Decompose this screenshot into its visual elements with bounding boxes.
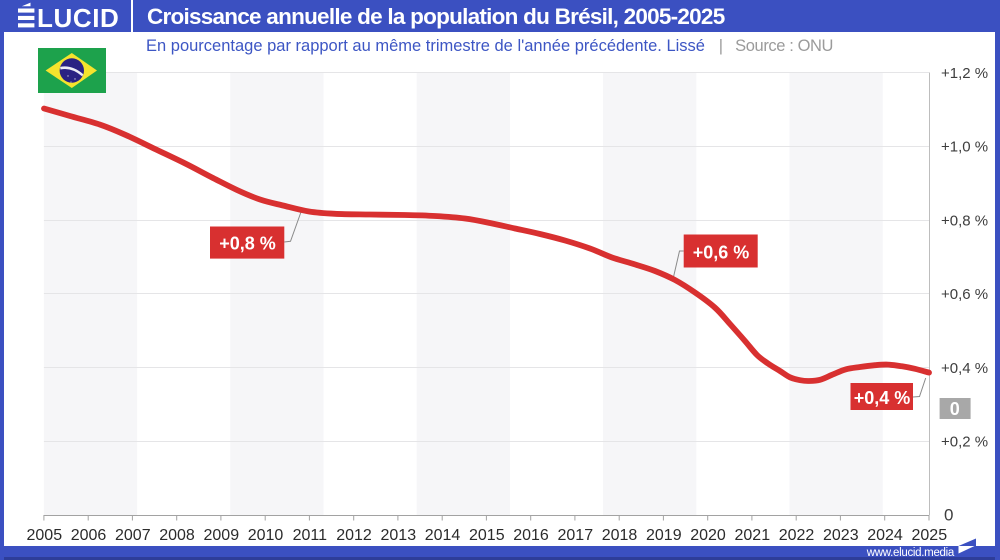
svg-text:2021: 2021 [735, 527, 771, 544]
svg-text:2016: 2016 [513, 527, 549, 544]
svg-text:2024: 2024 [867, 527, 903, 544]
svg-text:2007: 2007 [115, 527, 151, 544]
svg-text:2025: 2025 [912, 527, 948, 544]
svg-text:2006: 2006 [71, 527, 107, 544]
svg-text:2005: 2005 [27, 527, 63, 544]
svg-text:+0,2 %: +0,2 % [941, 434, 988, 451]
svg-text:LUCID: LUCID [37, 3, 119, 32]
svg-text:+0,8 %: +0,8 % [941, 213, 988, 230]
svg-text:2017: 2017 [558, 527, 594, 544]
svg-text:+0,8 %: +0,8 % [219, 234, 276, 254]
svg-text:+0,6 %: +0,6 % [693, 243, 750, 263]
svg-text:2011: 2011 [293, 527, 328, 544]
svg-text:2019: 2019 [646, 527, 682, 544]
svg-text:+0,6 %: +0,6 % [941, 286, 988, 303]
svg-text:2010: 2010 [248, 527, 284, 544]
svg-text:2013: 2013 [381, 527, 417, 544]
svg-text:0: 0 [944, 506, 953, 525]
svg-text:2015: 2015 [469, 527, 505, 544]
svg-text:2020: 2020 [690, 527, 726, 544]
svg-text:2014: 2014 [425, 527, 461, 544]
svg-text:+1,0 %: +1,0 % [941, 139, 988, 156]
svg-text:2012: 2012 [336, 527, 372, 544]
svg-text:+0,4 %: +0,4 % [854, 388, 911, 408]
svg-text:+0,4 %: +0,4 % [941, 360, 988, 377]
svg-text:+1,2 %: +1,2 % [941, 65, 988, 82]
svg-text:2018: 2018 [602, 527, 638, 544]
svg-text:2022: 2022 [779, 527, 815, 544]
svg-text:2008: 2008 [159, 527, 195, 544]
svg-text:2023: 2023 [823, 527, 859, 544]
svg-text:0: 0 [950, 399, 960, 419]
svg-text:2009: 2009 [204, 527, 240, 544]
